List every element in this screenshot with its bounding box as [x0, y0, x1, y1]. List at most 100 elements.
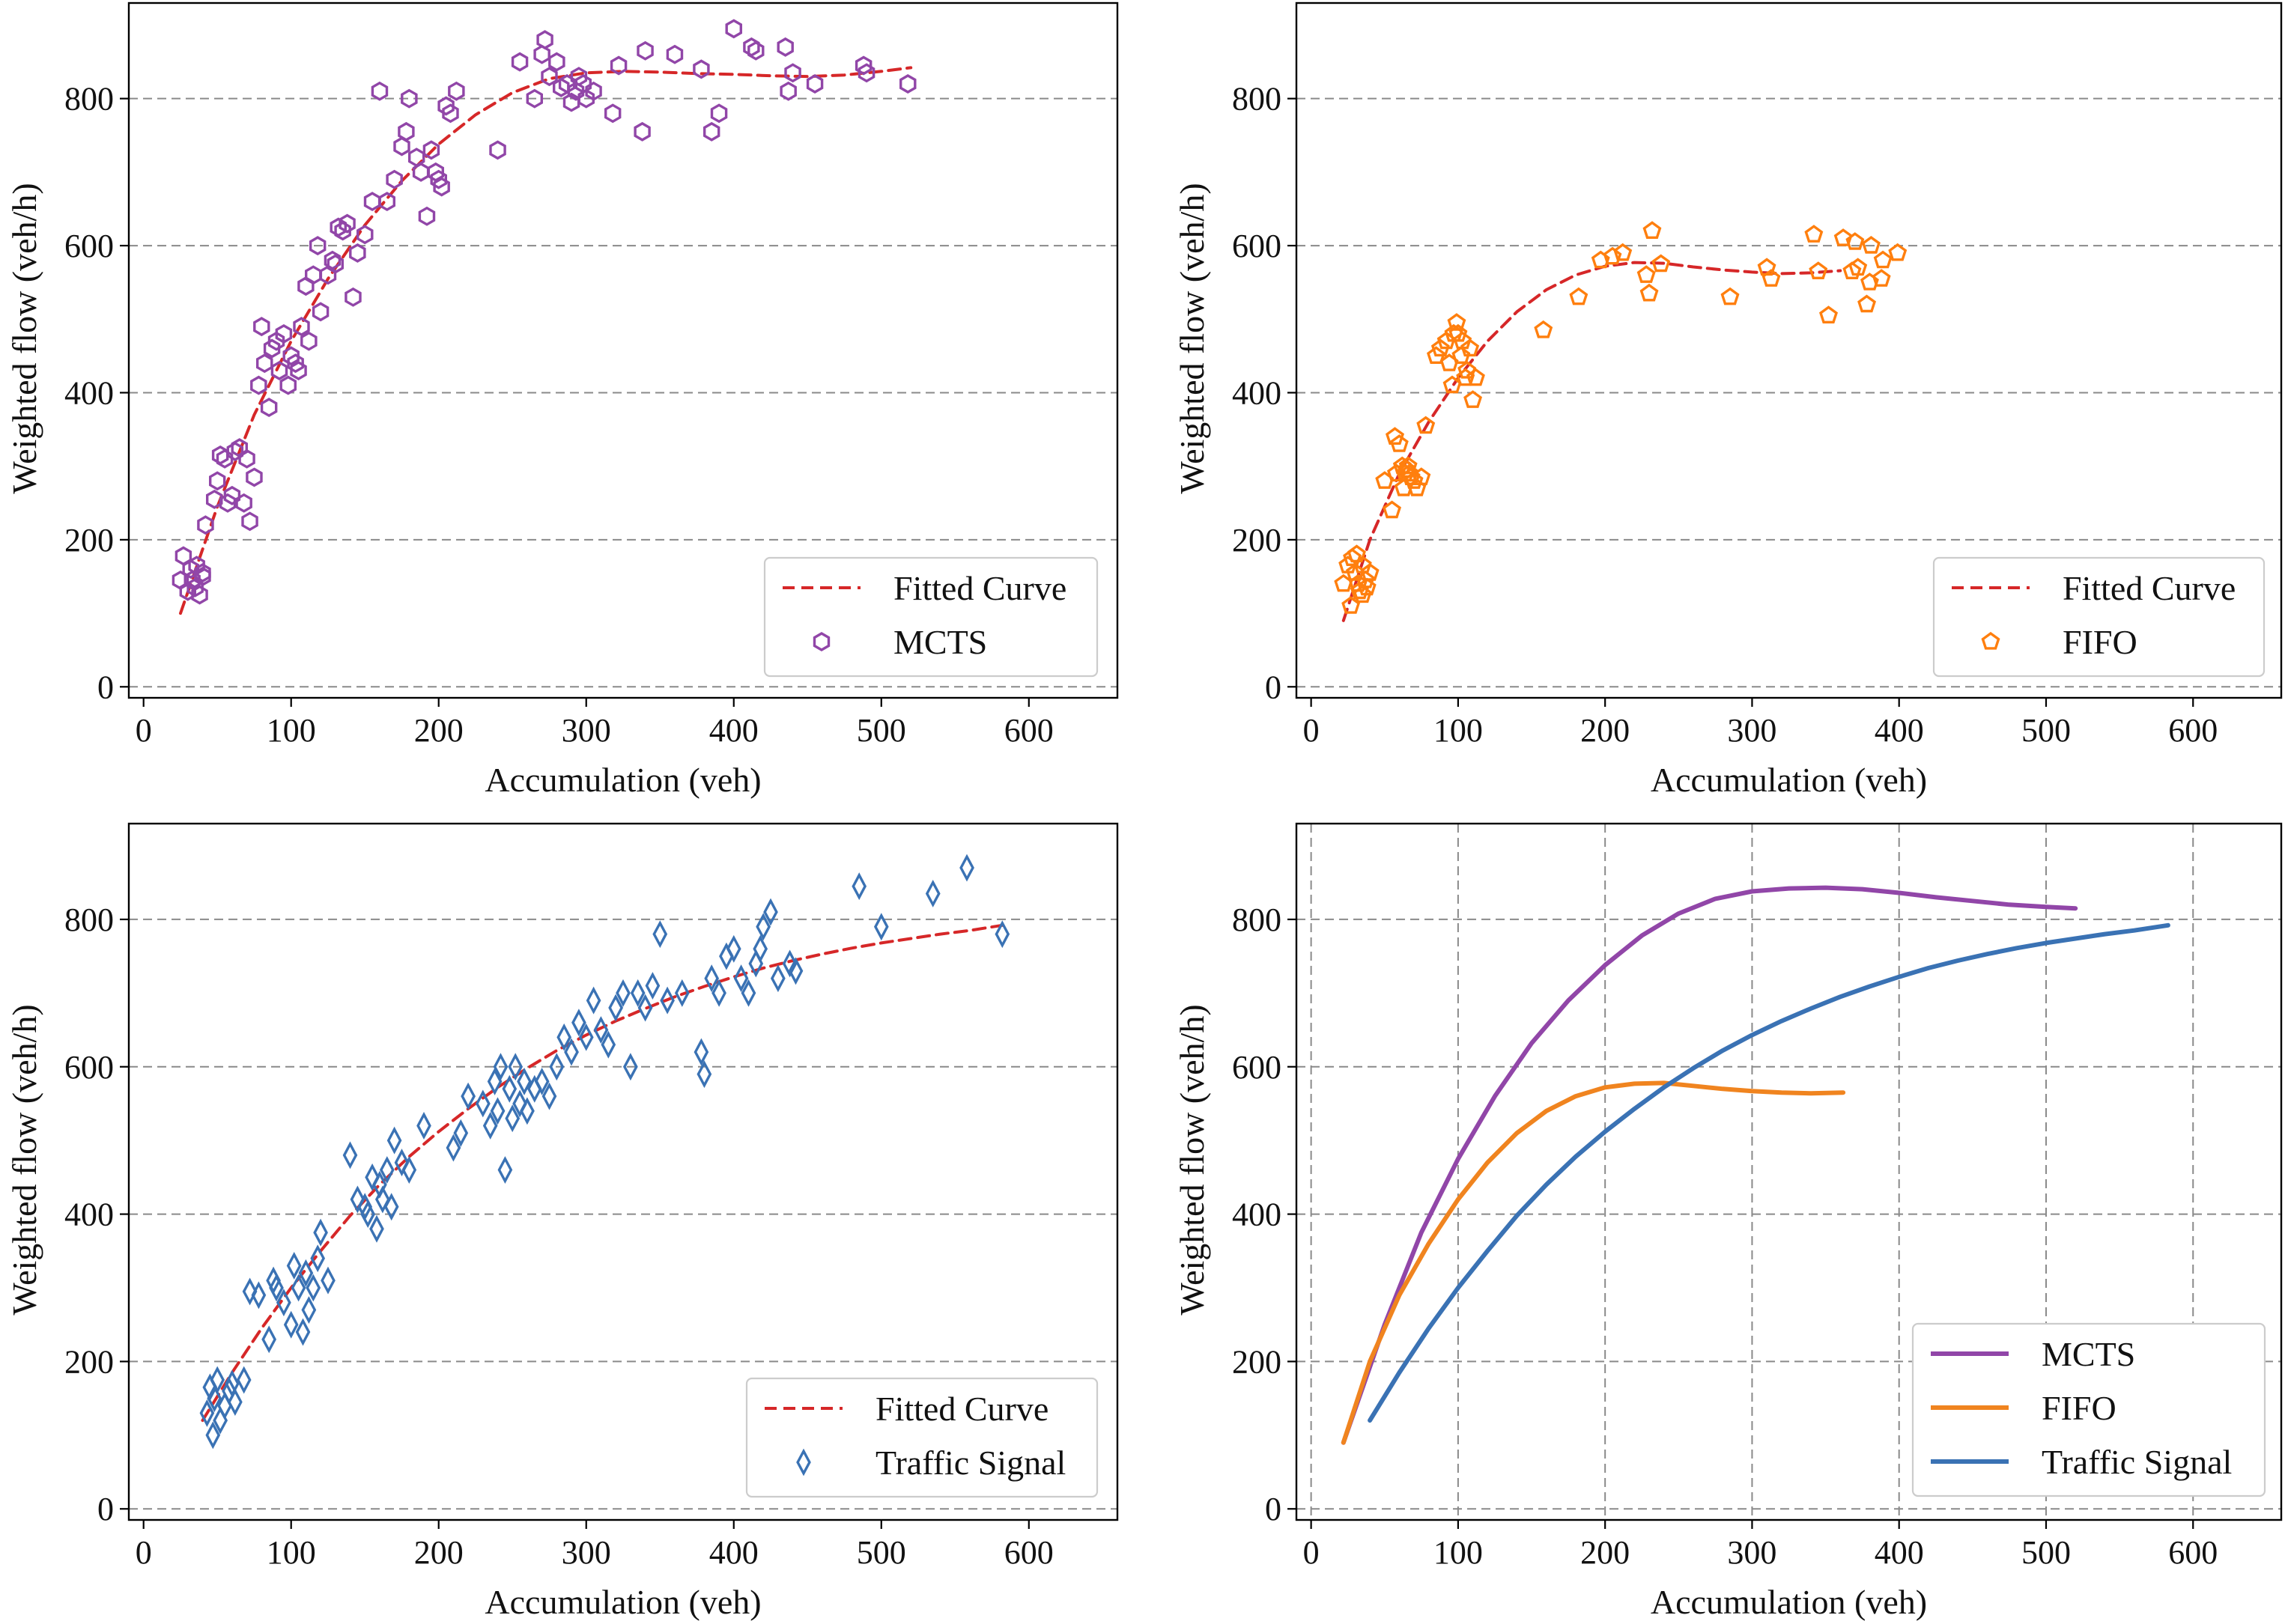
series-line	[1341, 1080, 1846, 1445]
data-point	[267, 331, 285, 351]
data-point	[1804, 225, 1824, 243]
axes-frame	[127, 1, 1119, 699]
data-point	[275, 323, 293, 344]
panel-bottom-left: 0 100 200 300 400 500 600 0 200 400 600 800 Accumul…	[5, 822, 1119, 1621]
y-axis-label: Weighted flow (veh/h)	[1173, 1004, 1211, 1315]
data-point	[312, 302, 330, 322]
data-point	[704, 964, 720, 993]
data-point	[556, 1023, 572, 1051]
x-tick-label: 600	[2168, 1534, 2218, 1571]
data-point	[393, 136, 410, 156]
data-point	[207, 1384, 222, 1413]
data-point	[1466, 368, 1485, 386]
data-point	[293, 317, 310, 337]
x-tick-label: 0	[1303, 712, 1320, 749]
data-point	[453, 1119, 469, 1147]
y-tick-label: 200	[1232, 522, 1281, 559]
legend-label: MCTS	[2042, 1335, 2135, 1373]
data-point	[345, 287, 362, 307]
data-point	[601, 1030, 616, 1059]
x-tick-label: 600	[1004, 1534, 1054, 1571]
data-point	[508, 1053, 524, 1081]
data-point	[1416, 416, 1436, 434]
y-tick-label: 0	[97, 1491, 114, 1527]
data-point	[726, 934, 741, 963]
series-line	[1341, 885, 2078, 1445]
data-point	[342, 1141, 358, 1170]
data-point	[427, 162, 444, 182]
data-point	[674, 979, 690, 1007]
x-tick-label: 300	[1727, 712, 1776, 749]
data-point	[564, 1038, 579, 1066]
data-point	[548, 52, 565, 72]
data-point	[242, 1277, 258, 1306]
legend-marker	[1981, 631, 2000, 650]
x-tick-label: 400	[709, 1534, 759, 1571]
axis-ticks: 0 100 200 300 400 500 600 0 200 400 600 800	[64, 901, 1054, 1571]
data-point	[1447, 313, 1466, 331]
data-point	[1463, 390, 1482, 408]
plot-data	[199, 854, 1010, 1450]
data-point	[446, 1134, 461, 1162]
axis-ticks: 0 100 200 300 400 500 600 0 200 400 600 800	[1232, 901, 2218, 1571]
data-point	[512, 1089, 527, 1118]
data-point	[1591, 250, 1610, 269]
data-point	[541, 1082, 557, 1110]
data-point	[1651, 254, 1671, 273]
data-point	[490, 1097, 506, 1125]
x-tick-label: 200	[414, 712, 464, 749]
legend-label: Fitted Curve	[893, 569, 1066, 607]
data-point	[334, 221, 351, 241]
data-point	[1386, 427, 1404, 445]
data-point	[788, 957, 804, 985]
data-point	[733, 964, 749, 993]
data-point	[1842, 261, 1862, 279]
plot-data	[1334, 221, 1908, 622]
data-point	[227, 1388, 243, 1417]
data-point	[398, 121, 415, 142]
data-point	[269, 1274, 284, 1302]
data-point	[782, 949, 798, 978]
data-point	[251, 1281, 267, 1310]
x-tick-label: 300	[1727, 1534, 1776, 1571]
panel-bottom-right: 0 100 200 300 400 500 600 0 200 400 600 800 Accumul…	[1173, 822, 2283, 1621]
data-point	[1872, 269, 1891, 287]
data-point	[630, 979, 646, 1007]
data-point	[925, 879, 941, 907]
data-point	[270, 361, 288, 380]
data-point	[416, 1111, 431, 1140]
data-point	[1448, 323, 1468, 342]
x-tick-label: 100	[1433, 1534, 1483, 1571]
y-tick-label: 800	[64, 81, 114, 118]
data-point	[1809, 261, 1828, 279]
data-point	[534, 1068, 550, 1095]
y-tick-label: 400	[64, 374, 114, 411]
data-point	[1360, 562, 1380, 581]
data-point	[586, 986, 601, 1015]
data-point	[777, 37, 794, 57]
data-point	[306, 1274, 321, 1302]
data-point	[300, 331, 318, 351]
data-point	[1873, 250, 1893, 269]
x-tick-label: 600	[2168, 712, 2218, 749]
y-tick-label: 400	[1232, 1196, 1281, 1233]
data-point	[226, 442, 244, 461]
data-point	[694, 1038, 709, 1066]
data-point	[1639, 283, 1659, 302]
data-point	[1357, 577, 1377, 596]
x-tick-label: 200	[1580, 1534, 1630, 1571]
series-line	[1368, 922, 2170, 1423]
x-tick-label: 400	[1875, 1534, 1924, 1571]
data-point	[313, 1218, 328, 1247]
gridlines	[129, 97, 1117, 688]
data-point	[279, 375, 297, 395]
legend-label: Fitted Curve	[876, 1390, 1049, 1428]
legend-label: Traffic Signal	[2042, 1443, 2232, 1481]
x-tick-label: 0	[136, 1534, 152, 1571]
data-point	[256, 353, 273, 374]
x-tick-label: 600	[1004, 712, 1054, 749]
y-tick-label: 800	[64, 901, 114, 938]
data-point	[505, 1104, 521, 1133]
